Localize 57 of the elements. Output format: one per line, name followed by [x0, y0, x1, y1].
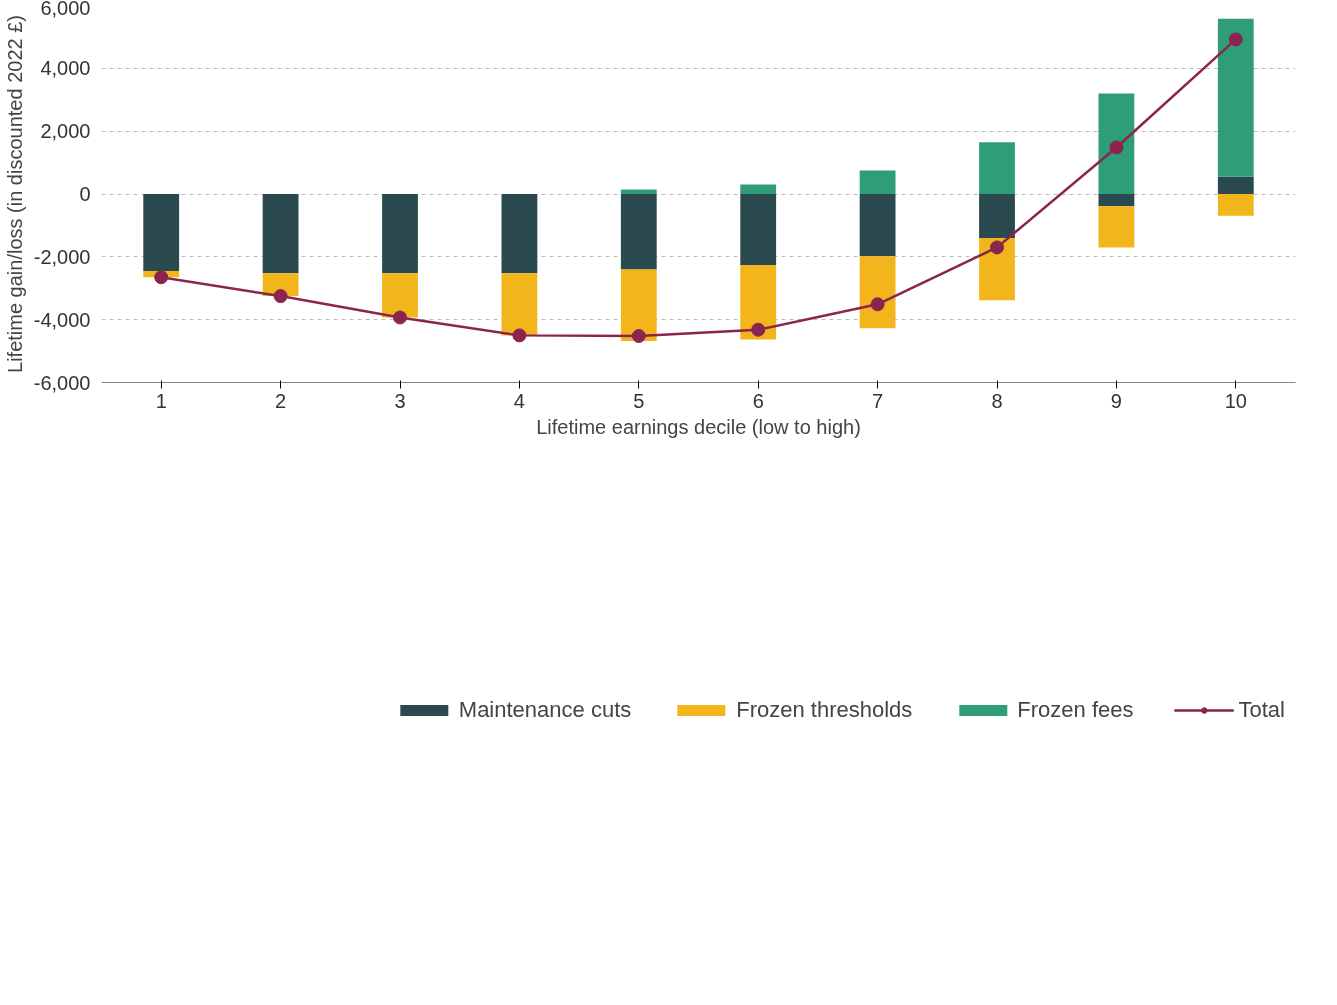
bar	[620, 194, 657, 270]
bar	[979, 237, 1015, 301]
bar	[979, 142, 1015, 194]
x-axis-title: Lifetime earnings decile (low to high)	[536, 415, 861, 438]
bar	[979, 194, 1015, 238]
bar	[1217, 176, 1254, 194]
x-tick-label: 5	[633, 389, 645, 412]
x-tick-label: 8	[991, 389, 1003, 412]
y-axis-title: Lifetime gain/loss (in discounted 2022 £)	[3, 14, 26, 373]
bar	[740, 265, 777, 340]
x-tick-label: 9	[1110, 389, 1122, 412]
point	[154, 270, 169, 285]
legend-label: Frozen thresholds	[736, 697, 913, 723]
bar	[501, 273, 538, 336]
bar	[1217, 18, 1254, 177]
x-tick-label: 3	[394, 389, 406, 412]
bar	[859, 256, 896, 329]
bar	[262, 194, 299, 274]
x-tick-label: 4	[513, 389, 525, 412]
point	[1228, 32, 1243, 47]
legend-label: Frozen fees	[1017, 697, 1134, 723]
bar	[740, 194, 777, 265]
bar	[1098, 206, 1135, 248]
point	[990, 240, 1004, 255]
point	[1109, 140, 1124, 155]
bar	[382, 273, 418, 318]
legend-label: Total	[1238, 697, 1285, 723]
bar	[501, 194, 538, 274]
y-tick-label: -4,000	[33, 308, 91, 331]
y-tick-label: 4,000	[40, 57, 91, 80]
point	[512, 328, 527, 343]
x-tick-label: 2	[275, 389, 287, 412]
point	[393, 310, 407, 325]
x-tick-label: 10	[1224, 389, 1247, 412]
legend-label: Maintenance cuts	[458, 697, 632, 723]
bar	[1098, 93, 1135, 194]
bar	[143, 194, 180, 271]
y-tick-label: -6,000	[33, 371, 91, 394]
y-tick-label: 0	[79, 183, 91, 205]
bar	[859, 170, 896, 194]
bar	[740, 184, 777, 194]
bar	[1098, 194, 1135, 207]
point	[273, 289, 288, 304]
x-tick-label: 1	[155, 389, 167, 412]
bar	[620, 269, 657, 342]
bar	[859, 194, 896, 257]
point	[870, 297, 885, 312]
bar	[1217, 194, 1254, 216]
y-tick-label: 2,000	[40, 120, 91, 143]
y-tick-label: 6,000	[40, 0, 91, 19]
point	[631, 329, 646, 343]
bar	[620, 189, 657, 194]
x-tick-label: 7	[872, 389, 884, 412]
point	[751, 322, 766, 337]
x-tick-label: 6	[752, 389, 764, 412]
bar	[382, 194, 418, 274]
y-tick-label: -2,000	[33, 245, 91, 268]
